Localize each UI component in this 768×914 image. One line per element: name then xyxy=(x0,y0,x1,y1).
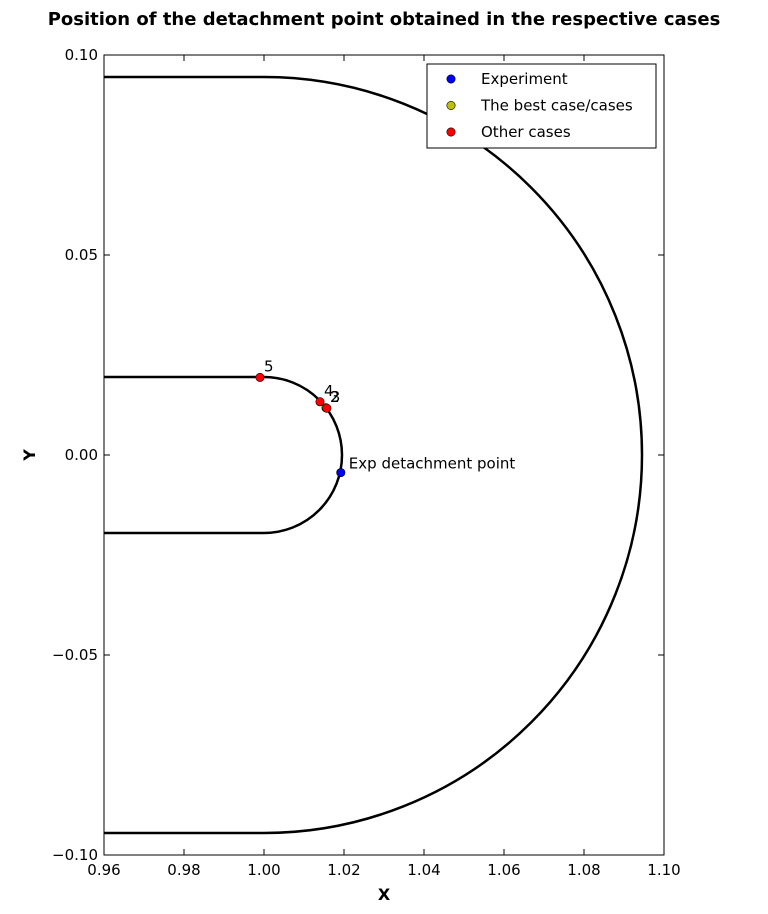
plot-content: Exp detachment point 243 5 xyxy=(104,75,644,835)
point-label: 5 xyxy=(264,357,274,375)
legend-label: Other cases xyxy=(481,123,571,141)
x-tick-label: 0.98 xyxy=(167,861,200,879)
x-tick-label: 1.06 xyxy=(487,861,520,879)
point-label: 3 xyxy=(331,388,341,406)
chart-title: Position of the detachment point obtaine… xyxy=(48,9,721,30)
legend: Experiment The best case/cases Other cases xyxy=(426,63,657,149)
x-tick-label: 1.00 xyxy=(247,861,280,879)
x-tick-label: 1.02 xyxy=(327,861,360,879)
data-point xyxy=(255,372,265,382)
y-tick-label: 0.00 xyxy=(65,446,98,464)
x-tick-label: 1.08 xyxy=(567,861,600,879)
x-axis-label: X xyxy=(378,885,391,904)
legend-label: The best case/cases xyxy=(480,97,633,115)
x-tick-label: 1.04 xyxy=(407,861,440,879)
y-tick-label: 0.10 xyxy=(65,46,98,64)
inner-arc xyxy=(263,375,344,535)
legend-marker xyxy=(446,127,456,137)
y-axis-label: Y xyxy=(20,449,39,462)
legend-marker xyxy=(446,101,456,111)
data-point xyxy=(322,403,332,413)
point-label: 4 xyxy=(324,382,334,400)
legend-marker xyxy=(446,74,456,84)
x-tick-label: 0.96 xyxy=(87,861,120,879)
x-tick-label: 1.10 xyxy=(647,861,680,879)
axis-ticks: 0.96 0.98 1.00 1.02 1.04 1.06 1.08 1.10 0.10 0.05… xyxy=(52,46,681,879)
point-label: 2 xyxy=(330,388,340,406)
data-point xyxy=(336,468,346,478)
y-tick-label: −0.10 xyxy=(52,846,98,864)
legend-label: Experiment xyxy=(481,70,568,88)
legend-box xyxy=(426,63,657,149)
y-tick-label: −0.05 xyxy=(52,646,98,664)
data-point xyxy=(315,397,325,407)
point-label: Exp detachment point xyxy=(349,455,516,473)
y-tick-label: 0.05 xyxy=(65,246,98,264)
